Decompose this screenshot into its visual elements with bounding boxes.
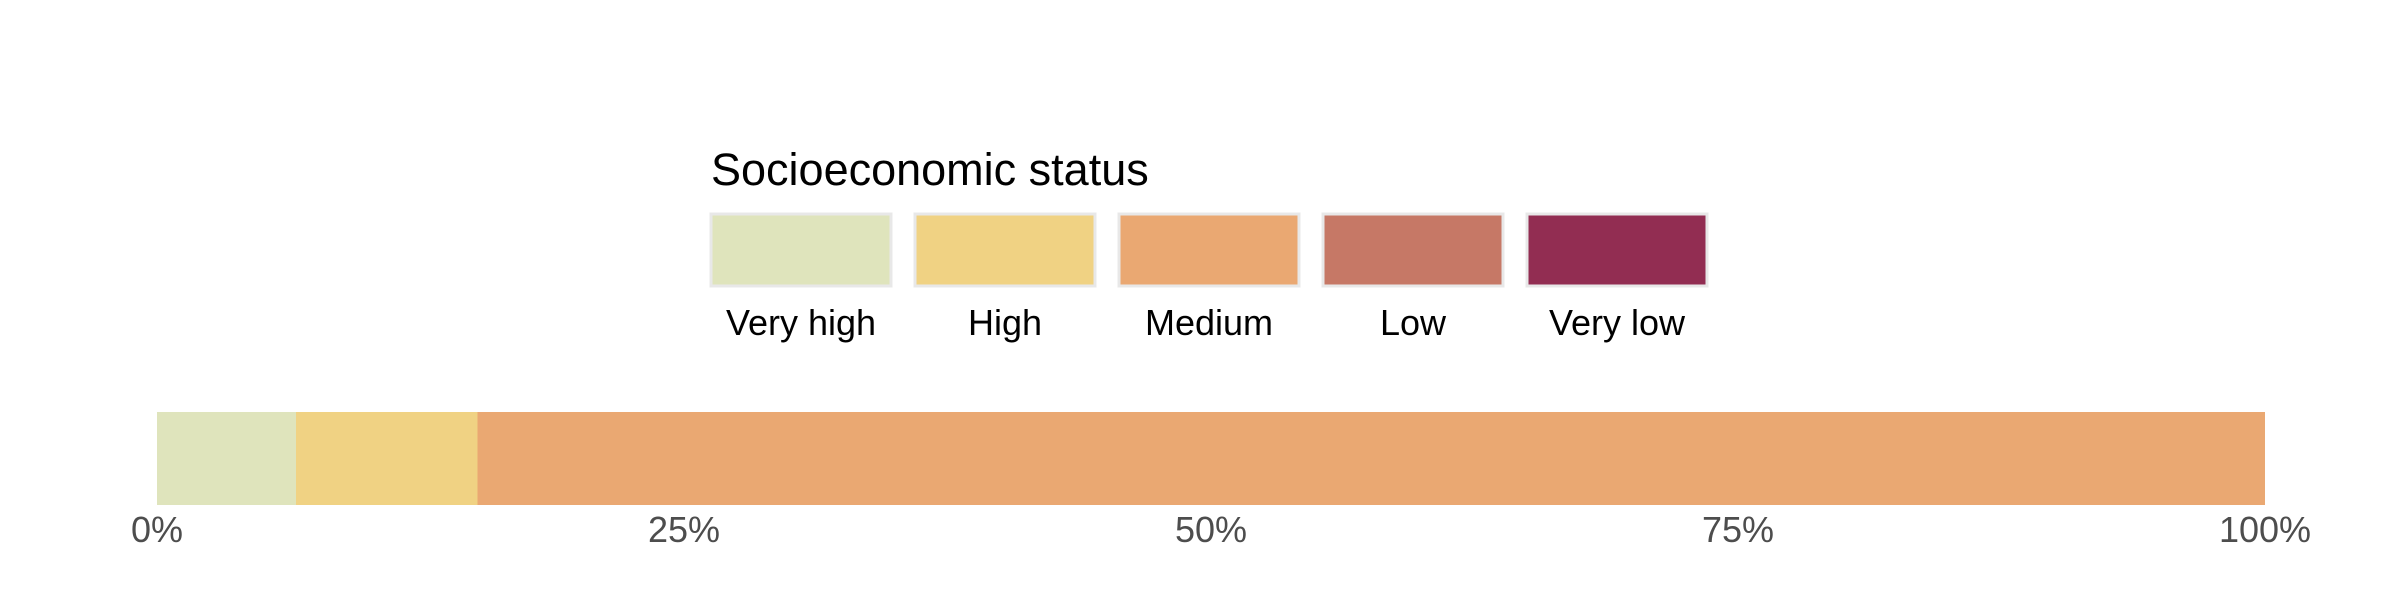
x-tick-label: 25% [648, 509, 720, 550]
legend-label-low: Low [1380, 302, 1447, 343]
x-tick-label: 75% [1702, 509, 1774, 550]
legend-label-medium: Medium [1145, 302, 1273, 343]
legend-title: Socioeconomic status [711, 144, 1149, 195]
legend-key-low [1321, 212, 1505, 288]
x-tick-label: 100% [2219, 509, 2311, 550]
legend-key-high [913, 212, 1097, 288]
x-axis: 0% 25% 50% 75% 100% [131, 509, 2311, 550]
legend-items: Very high High Medium Low Very low [709, 212, 1709, 343]
legend-label-very-low: Very low [1549, 302, 1686, 343]
bar-segment-very-high [157, 412, 297, 505]
legend-key-very-low [1525, 212, 1709, 288]
x-tick-label: 0% [131, 509, 183, 550]
bar-segment-medium [477, 412, 2265, 505]
legend-key-medium [1117, 212, 1301, 288]
legend: Socioeconomic status Very high High Medium… [709, 144, 1709, 343]
x-tick-label: 50% [1175, 509, 1247, 550]
legend-label-high: High [968, 302, 1042, 343]
bar-segments [157, 412, 2265, 505]
bar-segment-high [296, 412, 478, 505]
legend-label-very-high: Very high [726, 302, 876, 343]
legend-key-very-high [709, 212, 893, 288]
